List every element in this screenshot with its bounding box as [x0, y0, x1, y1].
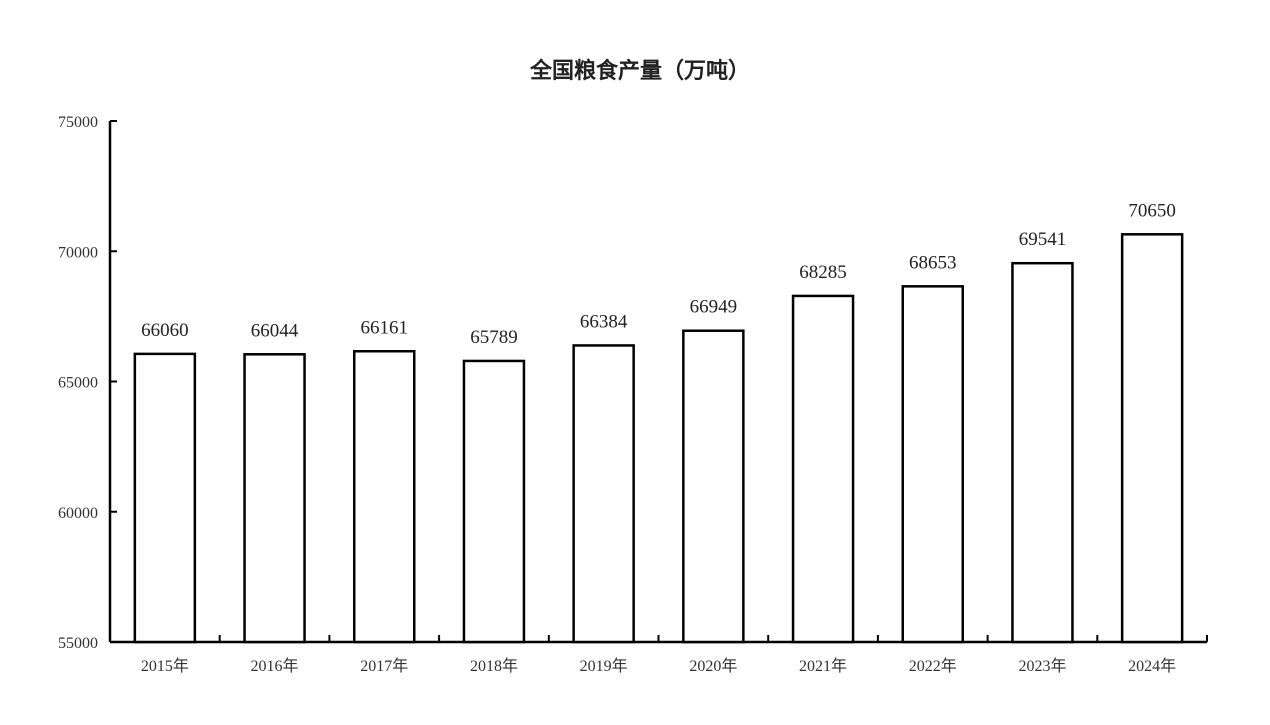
x-tick-label: 2016年 [251, 657, 299, 675]
bar [133, 352, 197, 644]
x-tick-label: 2023年 [1018, 657, 1066, 675]
x-tick-label: 2024年 [1128, 657, 1176, 675]
y-tick-label: 65000 [58, 375, 98, 392]
x-tick-label: 2021年 [799, 657, 847, 675]
data-label: 66044 [251, 320, 299, 341]
x-tick-label: 2018年 [470, 657, 518, 675]
bar [353, 350, 416, 644]
bar [243, 353, 306, 644]
data-label: 68285 [799, 262, 847, 283]
data-label: 66384 [580, 311, 628, 332]
bar [1120, 233, 1184, 644]
x-tick-label: 2022年 [909, 657, 957, 675]
bar [572, 344, 635, 644]
x-tick-label: 2019年 [580, 657, 628, 675]
data-label: 66161 [361, 317, 409, 338]
data-label: 68653 [909, 252, 957, 273]
data-label: 65789 [470, 327, 518, 348]
bar [901, 285, 964, 644]
bar [462, 359, 526, 644]
bars: 66060 66044 66161 65789 66384 66949 68285 68653… [133, 200, 1184, 644]
y-tick-label: 55000 [58, 635, 98, 652]
chart-title: 全国粮食产量（万吨） [529, 58, 750, 84]
bar [791, 294, 855, 644]
x-tick-label: 2020年 [689, 657, 737, 675]
data-label: 69541 [1019, 229, 1067, 250]
x-tick-label: 2015年 [141, 657, 189, 675]
y-tick-label: 70000 [58, 244, 98, 261]
data-label: 66949 [690, 297, 738, 318]
data-label: 70650 [1128, 200, 1176, 221]
x-tick-label: 2017年 [360, 657, 408, 675]
y-axis: 55000 60000 65000 70000 75000 [58, 114, 117, 652]
data-label: 66060 [141, 320, 189, 341]
bar [682, 329, 745, 644]
y-tick-label: 60000 [58, 505, 98, 522]
bar [1011, 261, 1074, 644]
y-tick-label: 75000 [58, 114, 98, 131]
